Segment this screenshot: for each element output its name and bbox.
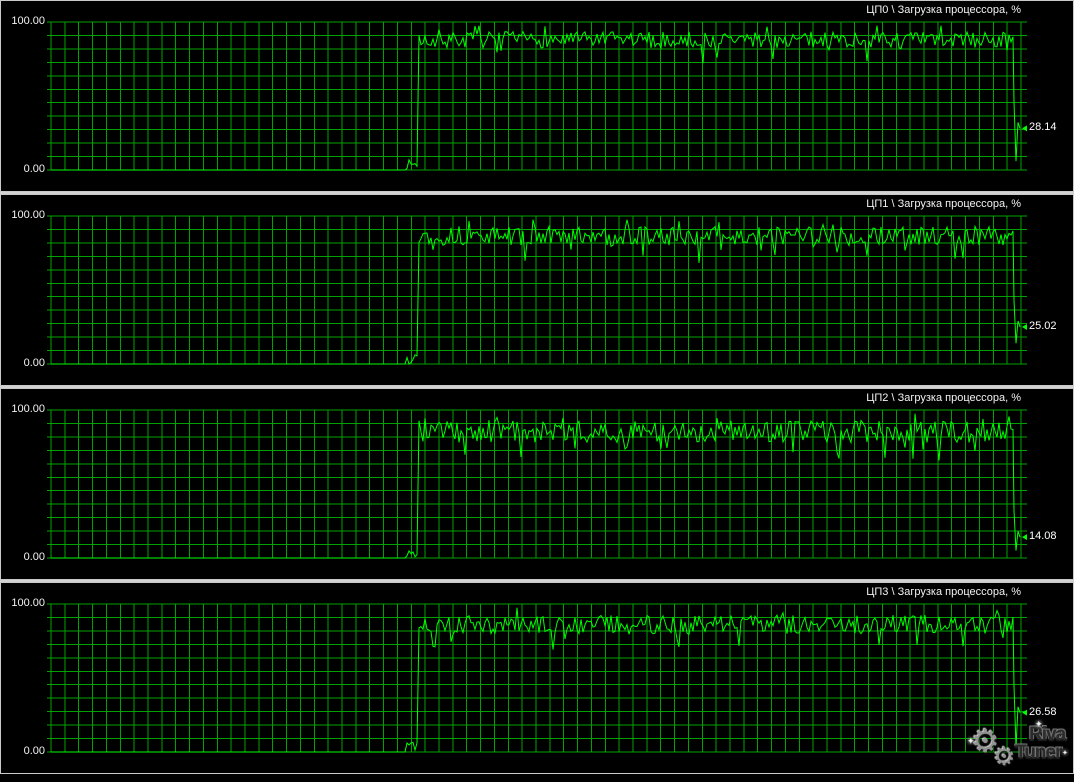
graph-title: ЦП0 \ Загрузка процессора, %	[866, 4, 1021, 16]
cpu-load-graph[interactable]	[47, 409, 1031, 559]
panel-separator	[0, 192, 1074, 194]
graph-panel-cpu3: ЦП3 \ Загрузка процессора, % 100.00 0.00…	[0, 582, 1074, 774]
current-value-label: 14.08	[1029, 530, 1057, 543]
gear-icon: ⚙	[993, 743, 1016, 771]
cpu-load-graph[interactable]	[47, 603, 1031, 753]
y-axis-min-label: 0.00	[23, 357, 45, 369]
graph-title: ЦП2 \ Загрузка процессора, %	[866, 392, 1021, 404]
graph-title: ЦП1 \ Загрузка процессора, %	[866, 198, 1021, 210]
graph-title: ЦП3 \ Загрузка процессора, %	[866, 586, 1021, 598]
current-value-label: 26.58	[1029, 705, 1057, 718]
panel-separator	[0, 580, 1074, 582]
cpu-load-graph[interactable]	[47, 21, 1031, 171]
y-axis-max-label: 100.00	[11, 209, 45, 221]
y-axis-max-label: 100.00	[11, 15, 45, 27]
gear-icon: ⚙	[971, 723, 1000, 759]
sparkle-icon: ✦	[967, 736, 975, 746]
panel-separator	[0, 386, 1074, 388]
current-value-label: 25.02	[1029, 319, 1057, 332]
graph-panel-cpu2: ЦП2 \ Загрузка процессора, % 100.00 0.00…	[0, 388, 1074, 580]
graph-panel-cpu1: ЦП1 \ Загрузка процессора, % 100.00 0.00…	[0, 194, 1074, 386]
current-value-label: 28.14	[1029, 121, 1057, 134]
y-axis-max-label: 100.00	[11, 403, 45, 415]
cpu-load-graph[interactable]	[47, 215, 1031, 365]
rivatuner-logo-text: Riva Tuner	[1015, 724, 1066, 763]
sparkle-icon: ✦	[1035, 719, 1043, 729]
y-axis-min-label: 0.00	[23, 745, 45, 757]
y-axis-min-label: 0.00	[23, 163, 45, 175]
y-axis-max-label: 100.00	[11, 597, 45, 609]
rivatuner-watermark: ⚙ ⚙ Riva Tuner ✦ ✦ ✦	[967, 719, 1071, 773]
sparkle-icon: ✦	[1062, 750, 1068, 757]
y-axis-min-label: 0.00	[23, 551, 45, 563]
graph-panel-cpu0: ЦП0 \ Загрузка процессора, % 100.00 0.00…	[0, 0, 1074, 192]
